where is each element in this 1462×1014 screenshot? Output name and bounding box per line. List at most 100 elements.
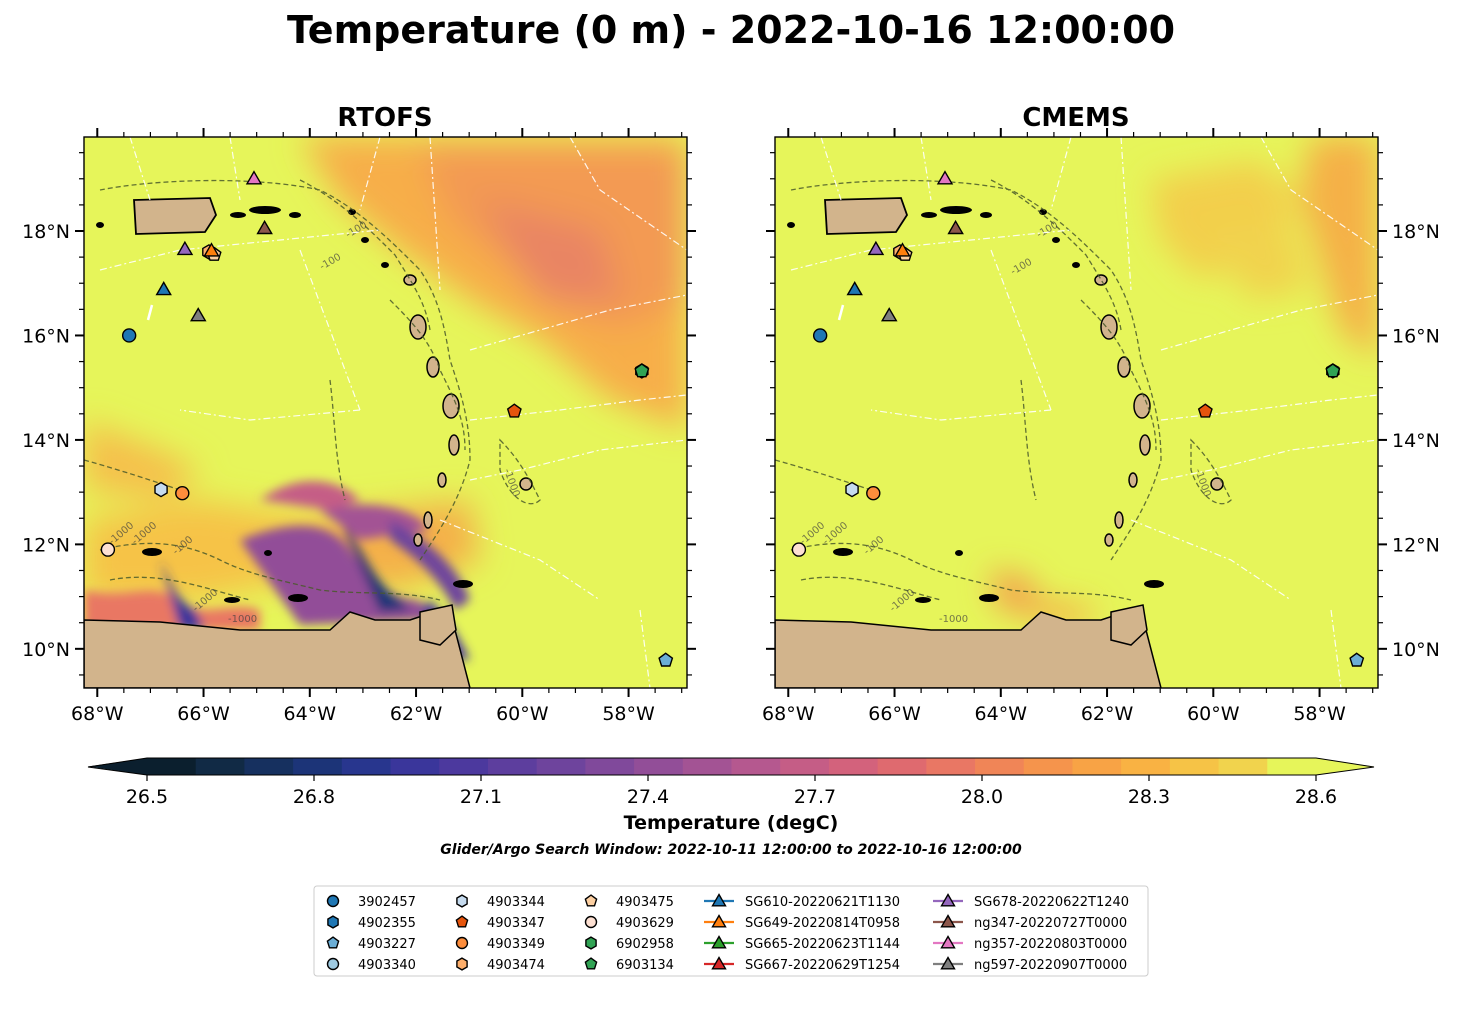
glider-ng347-20220727T0000 — [947, 219, 964, 235]
float-4903629 — [100, 542, 116, 557]
colorbar-cell — [195, 758, 246, 775]
legend-marker-SG610-20220621T1130 — [711, 893, 727, 907]
float-4903227 — [1349, 652, 1365, 667]
x-tick-label: 60°W — [496, 703, 549, 725]
colorbar-cell — [341, 758, 392, 775]
legend-label: 6903134 — [616, 958, 674, 973]
land-puerto-rico — [133, 197, 217, 235]
x-tick-label: 64°W — [975, 703, 1028, 725]
isobaths — [84, 179, 541, 601]
colorbar-tick-label: 26.8 — [293, 786, 335, 808]
legend-marker-4903629 — [584, 915, 598, 929]
land-trinidad — [419, 604, 457, 646]
axes-frame — [83, 136, 688, 689]
colorbar-cell — [1072, 758, 1122, 775]
colorbar-cell — [1121, 758, 1171, 775]
float-3902457 — [812, 328, 828, 343]
glider-ng597-20220907T0000 — [189, 307, 207, 322]
legend-marker-SG667-20220629T1254 — [711, 956, 727, 970]
x-tick-label: 60°W — [1187, 703, 1240, 725]
float-6903134 — [634, 363, 650, 378]
glider-SG678-20220622T1240 — [867, 240, 885, 256]
axes-frame — [774, 136, 1379, 689]
colorbar-tick-label: 27.7 — [794, 786, 836, 808]
legend-label: 4903629 — [616, 916, 674, 931]
colorbar-cell — [634, 758, 684, 775]
legend-marker-ng347-20220727T0000 — [940, 914, 956, 928]
colorbar-cell — [536, 758, 586, 775]
x-tick-label: 58°W — [602, 703, 655, 725]
markers-cmems — [755, 170, 1365, 667]
glider-track — [837, 304, 845, 321]
glider-SG610-20220621T1130 — [155, 280, 172, 296]
map-rtofs: -1000 -1000 -1000 -1000 -1000 -100 -100 … — [70, 137, 687, 688]
small-islands — [787, 206, 1164, 603]
y-tick-label: 18°N — [1392, 221, 1440, 243]
land-south-america — [775, 609, 1162, 688]
colorbar-cell — [293, 758, 343, 775]
legend-marker-4903349 — [455, 936, 469, 950]
colorbar-extend-low — [88, 758, 147, 775]
glider-ng357-20220803T0000 — [245, 170, 263, 185]
legend-frame — [313, 885, 1149, 977]
colorbar-tick-label: 28.3 — [1128, 786, 1170, 808]
float-4903347 — [506, 403, 522, 418]
float-4903629 — [791, 542, 807, 557]
glider-SG649-20220814T0958 — [203, 242, 220, 257]
x-tick-label: 62°W — [390, 703, 443, 725]
colorbar-cell — [1218, 758, 1268, 775]
float-4903349 — [866, 485, 881, 501]
legend-label: 4903475 — [616, 895, 674, 910]
y-tick-label: 16°N — [22, 325, 70, 347]
cool-plume — [84, 481, 470, 660]
x-tick-label: 68°W — [71, 703, 124, 725]
float-4903344 — [845, 481, 859, 498]
glider-ng347-20220727T0000 — [256, 219, 273, 235]
x-tick-label: 64°W — [284, 703, 337, 725]
float-4903340 — [755, 178, 768, 191]
legend-label: 4903474 — [487, 958, 545, 973]
colorbar: 26.5 26.8 27.1 27.4 27.7 28.0 28.3 28.6 Tempera… — [87, 757, 1375, 858]
panel-title-rtofs: RTOFS — [337, 103, 432, 133]
y-tick-label: 12°N — [1392, 534, 1440, 556]
warm-field — [990, 137, 1378, 625]
float-4903349 — [175, 485, 190, 501]
colorbar-cell — [926, 758, 976, 775]
lesser-antilles — [403, 274, 533, 547]
x-tick-label: 58°W — [1293, 703, 1346, 725]
legend-label: 4903340 — [358, 958, 416, 973]
ticks-cmems: 68°W 66°W 64°W 62°W 60°W 58°W 18°N 16°N 14°N 12°N… — [762, 128, 1440, 725]
legend-marker-4903475 — [584, 894, 598, 907]
colorbar-extend-high — [1316, 758, 1374, 775]
colorbar-cell — [439, 758, 489, 775]
legend-label: 4902355 — [358, 916, 416, 931]
legend-marker-SG649-20220814T0958 — [711, 914, 727, 928]
colorbar-cell — [1267, 758, 1317, 775]
y-tick-label: 12°N — [22, 534, 70, 556]
legend: 3902457 4902355 4903227 4903340 4903344 49033… — [313, 885, 1149, 977]
legend-label: ng347-20220727T0000 — [974, 916, 1127, 931]
legend-label: SG678-20220622T1240 — [974, 895, 1129, 910]
map-cmems: -1000 -1000 -1000 -1000 -1000 -100 -100 … — [755, 137, 1378, 688]
legend-label: 3902457 — [358, 895, 416, 910]
legend-label: 4903227 — [358, 937, 416, 952]
legend-label: SG665-20220623T1144 — [745, 937, 900, 952]
colorbar-cell — [828, 758, 879, 775]
y-tick-label: 18°N — [22, 221, 70, 243]
glider-track — [146, 304, 154, 321]
colorbar-tick-label: 28.0 — [961, 786, 1003, 808]
legend-marker-SG678-20220622T1240 — [940, 893, 956, 907]
y-tick-label: 10°N — [1392, 639, 1440, 661]
float-4902355 — [70, 174, 82, 188]
colorbar-cell — [780, 758, 830, 775]
panel-title-cmems: CMEMS — [1022, 103, 1129, 133]
colorbar-cell — [975, 758, 1025, 775]
float-6903134 — [1325, 363, 1341, 378]
x-tick-label: 62°W — [1081, 703, 1134, 725]
glider-SG678-20220622T1240 — [176, 240, 194, 256]
lesser-antilles — [1094, 274, 1224, 547]
colorbar-tick-label: 28.6 — [1295, 786, 1337, 808]
legend-marker-4903227 — [326, 936, 340, 949]
isobaths — [775, 179, 1232, 601]
